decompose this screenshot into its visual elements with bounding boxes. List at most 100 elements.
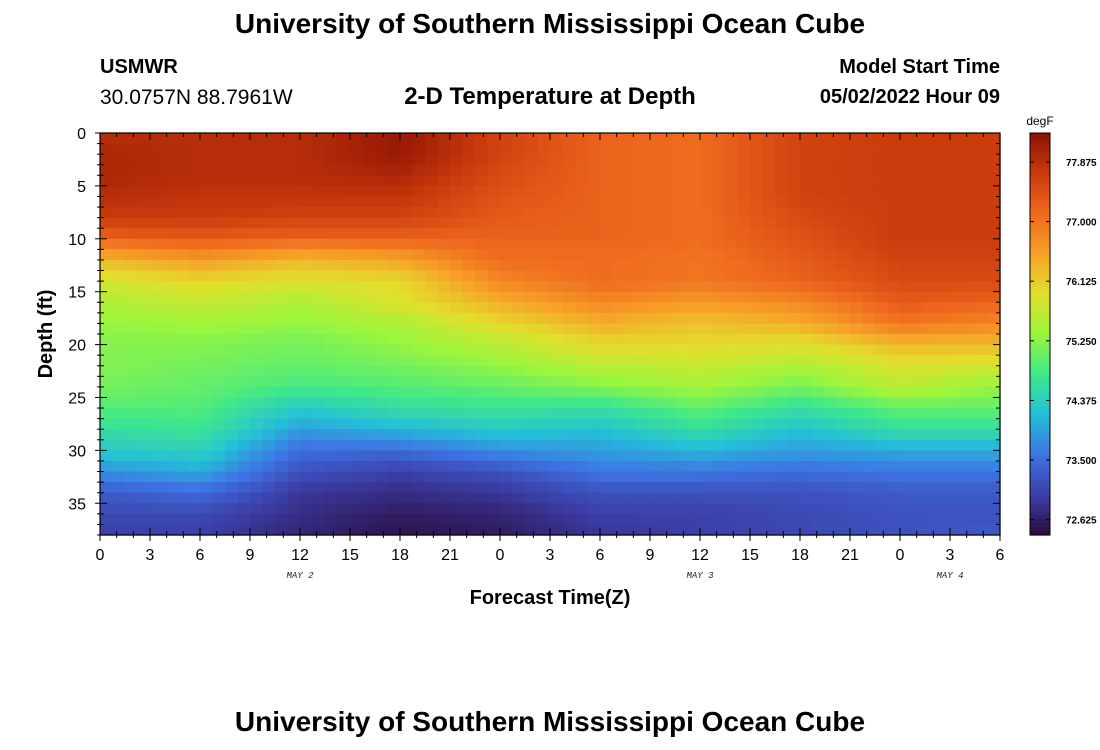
heatmap-cell (412, 471, 426, 483)
heatmap-cell (162, 291, 176, 303)
heatmap-cell (775, 418, 789, 430)
heatmap-cell (400, 397, 414, 409)
heatmap-cell (550, 513, 564, 526)
heatmap-cell (225, 376, 239, 388)
heatmap-cell (737, 312, 751, 325)
heatmap-cell (975, 365, 989, 377)
heatmap-cell (837, 207, 851, 219)
heatmap-cell (712, 259, 726, 272)
heatmap-cell (650, 270, 664, 282)
heatmap-cell (812, 259, 826, 272)
heatmap-cell (287, 281, 301, 293)
heatmap-cell (425, 482, 439, 494)
heatmap-cell (825, 482, 839, 494)
heatmap-cell (137, 344, 151, 356)
heatmap-cell (162, 482, 176, 494)
heatmap-cell (100, 513, 114, 526)
heatmap-cell (162, 281, 176, 293)
heatmap-cell (125, 471, 139, 483)
heatmap-cell (550, 355, 564, 367)
heatmap-cell (825, 386, 839, 399)
heatmap-cell (575, 471, 589, 483)
heatmap-cell (662, 376, 676, 388)
heatmap-cell (562, 164, 576, 176)
heatmap-cell (650, 492, 664, 504)
heatmap-cell (662, 175, 676, 187)
heatmap-cell (250, 323, 264, 335)
heatmap-cell (100, 259, 114, 272)
heatmap-cell (762, 238, 776, 250)
heatmap-cell (825, 154, 839, 166)
heatmap-cell (325, 281, 339, 293)
heatmap-cell (537, 312, 551, 325)
heatmap-cell (612, 302, 626, 314)
heatmap-cell (450, 503, 464, 515)
heatmap-cell (787, 312, 801, 325)
heatmap-cell (625, 196, 639, 208)
heatmap-cell (300, 196, 314, 208)
heatmap-cell (875, 175, 889, 187)
heatmap-cell (650, 164, 664, 176)
heatmap-cell (125, 196, 139, 208)
heatmap-cell (350, 397, 364, 409)
heatmap-cell (225, 238, 239, 250)
heatmap-cell (862, 175, 876, 187)
heatmap-cell (125, 281, 139, 293)
heatmap-cell (162, 196, 176, 208)
heatmap-cell (350, 439, 364, 451)
heatmap-cell (500, 133, 514, 145)
heatmap-cell (950, 196, 964, 208)
heatmap-cell (400, 418, 414, 430)
heatmap-cell (662, 228, 676, 240)
heatmap-cell (700, 281, 714, 293)
heatmap-cell (850, 524, 864, 536)
heatmap-cell (550, 503, 564, 515)
heatmap-cell (825, 143, 839, 155)
heatmap-cell (137, 482, 151, 494)
x-tick-label: 18 (791, 547, 809, 564)
heatmap-cell (925, 185, 939, 198)
heatmap-cell (537, 418, 551, 430)
heatmap-cell (200, 259, 214, 272)
heatmap-cell (175, 376, 189, 388)
heatmap-cell (787, 291, 801, 303)
heatmap-cell (512, 492, 526, 504)
heatmap-cell (350, 503, 364, 515)
heatmap-cell (187, 312, 201, 325)
heatmap-cell (875, 228, 889, 240)
heatmap-cell (887, 524, 901, 536)
heatmap-cell (462, 355, 476, 367)
heatmap-cell (200, 323, 214, 335)
heatmap-cell (775, 270, 789, 282)
heatmap-cell (725, 450, 739, 462)
heatmap-cell (387, 513, 401, 526)
heatmap-cell (150, 154, 164, 166)
heatmap-cell (925, 460, 939, 473)
heatmap-cell (362, 217, 376, 229)
heatmap-cell (562, 302, 576, 314)
heatmap-cell (250, 397, 264, 409)
heatmap-cell (625, 418, 639, 430)
heatmap-cell (850, 439, 864, 451)
heatmap-cell (900, 344, 914, 356)
heatmap-cell (650, 503, 664, 515)
heatmap-cell (412, 460, 426, 473)
heatmap-cell (500, 238, 514, 250)
heatmap-cell (212, 154, 226, 166)
heatmap-cell (587, 143, 601, 155)
heatmap-cell (687, 154, 701, 166)
heatmap-cell (687, 270, 701, 282)
heatmap-cell (500, 365, 514, 377)
heatmap-cell (912, 164, 926, 176)
heatmap-cell (612, 207, 626, 219)
heatmap-cell (212, 460, 226, 473)
heatmap-cell (887, 133, 901, 145)
heatmap-cell (700, 164, 714, 176)
heatmap-cell (200, 429, 214, 441)
heatmap-cell (987, 355, 1001, 367)
heatmap-cell (637, 164, 651, 176)
heatmap-cell (637, 185, 651, 198)
heatmap-cell (937, 291, 951, 303)
heatmap-cell (762, 429, 776, 441)
heatmap-cell (450, 133, 464, 145)
